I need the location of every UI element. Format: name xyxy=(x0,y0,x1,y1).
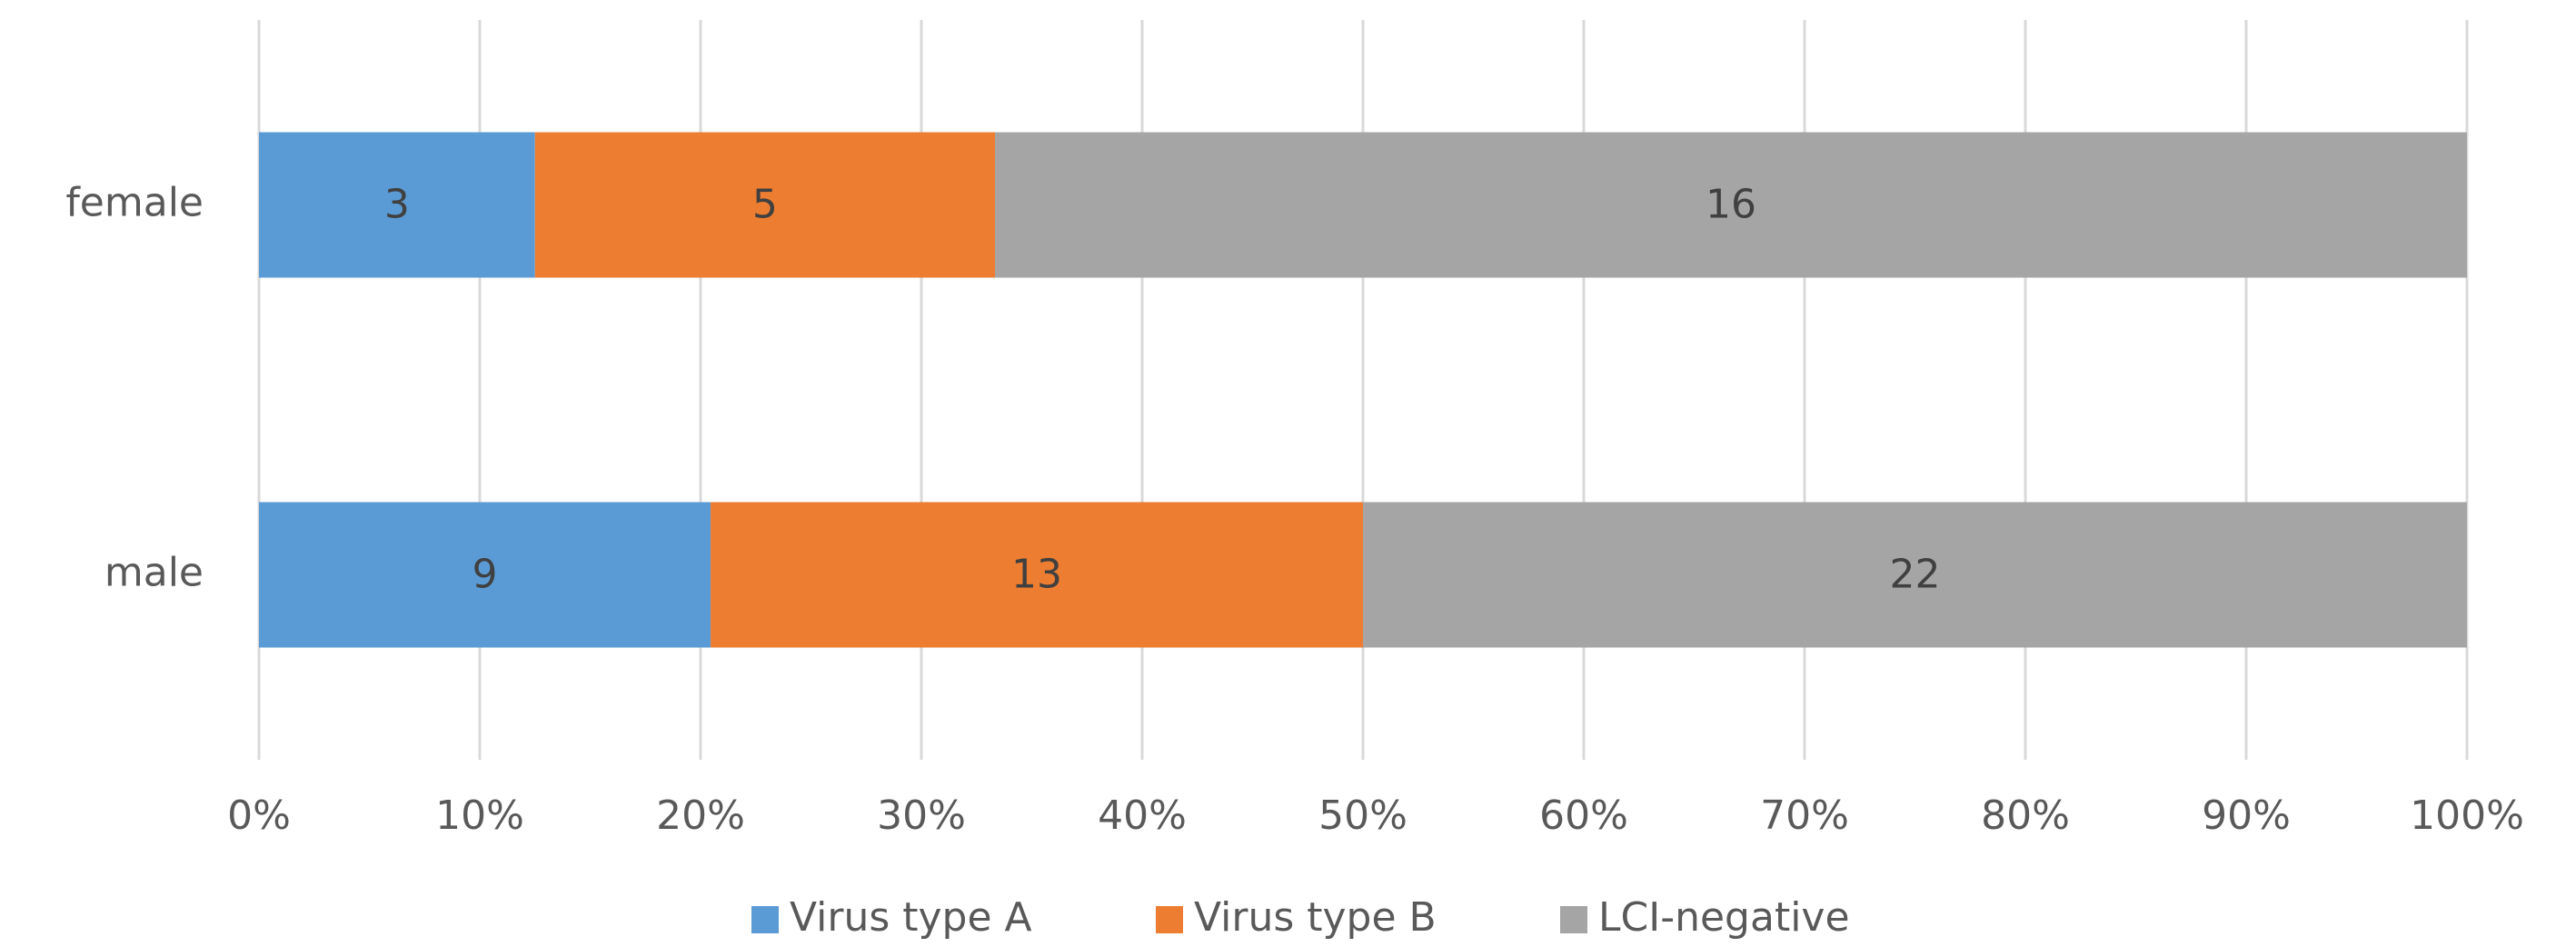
x-tick-label: 50% xyxy=(1318,792,1407,839)
x-tick-label: 0% xyxy=(227,792,291,839)
x-tick-label: 60% xyxy=(1539,792,1628,839)
x-tick-label: 100% xyxy=(2410,792,2524,839)
x-tick-label: 40% xyxy=(1098,792,1187,839)
data-label: 3 xyxy=(384,182,410,228)
x-tick-label: 10% xyxy=(435,792,524,839)
data-label: 16 xyxy=(1706,182,1756,228)
x-tick-label: 80% xyxy=(1981,792,2070,839)
x-tick-label: 90% xyxy=(2202,792,2291,839)
data-label: 9 xyxy=(472,552,498,598)
category-label: female xyxy=(65,180,204,226)
legend-label: Virus type B xyxy=(1194,894,1437,941)
legend-label: LCI-negative xyxy=(1598,894,1850,941)
data-label: 13 xyxy=(1011,552,1062,598)
data-label: 22 xyxy=(1890,552,1941,598)
bar-segment xyxy=(995,132,2467,278)
x-tick-label: 20% xyxy=(656,792,745,839)
legend-swatch xyxy=(1560,906,1587,933)
bar-segment xyxy=(711,502,1363,648)
bar-segment xyxy=(1363,502,2467,648)
bar-segment xyxy=(259,502,711,648)
legend-label: Virus type A xyxy=(790,894,1032,941)
category-label: male xyxy=(104,550,204,596)
bar-segment xyxy=(534,132,995,278)
data-label: 5 xyxy=(752,182,778,228)
legend-swatch xyxy=(1156,906,1183,933)
legend-swatch xyxy=(751,906,779,933)
bar-segment xyxy=(259,132,535,278)
x-tick-label: 70% xyxy=(1760,792,1849,839)
x-tick-label: 30% xyxy=(877,792,966,839)
